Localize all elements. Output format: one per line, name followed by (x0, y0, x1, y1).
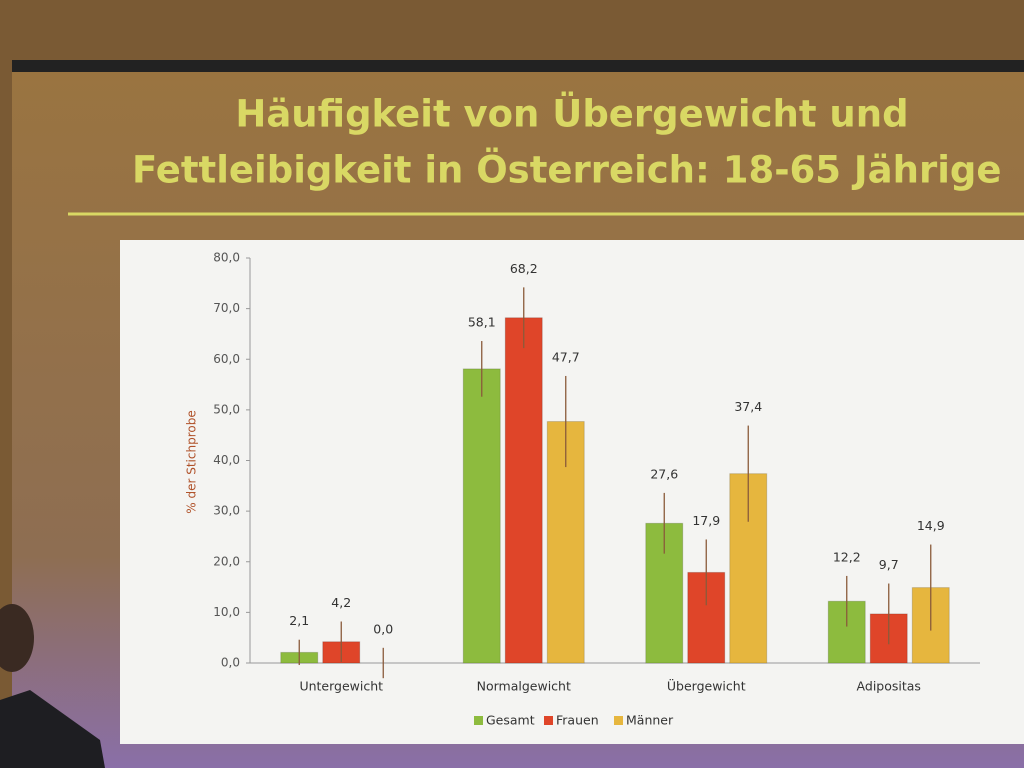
legend-label: Frauen (556, 713, 599, 728)
y-tick-label: 50,0 (213, 402, 240, 416)
y-tick-label: 20,0 (213, 554, 240, 568)
value-label: 12,2 (833, 549, 861, 564)
y-axis-label: % der Stichprobe (185, 410, 199, 513)
y-tick-label: 40,0 (213, 453, 240, 467)
value-label: 47,7 (552, 349, 580, 364)
title-line: Fettleibigkeit in Österreich: 18-65 Jähr… (132, 148, 1002, 192)
x-tick-label: Normalgewicht (477, 679, 571, 694)
bar (504, 317, 543, 664)
value-label: 68,2 (510, 261, 538, 276)
bar (462, 368, 501, 664)
legend-label: Männer (626, 713, 674, 728)
value-label: 2,1 (289, 613, 309, 628)
value-label: 4,2 (331, 595, 351, 610)
value-label: 9,7 (879, 557, 899, 572)
value-label: 0,0 (373, 621, 393, 636)
value-label: 37,4 (734, 399, 762, 414)
value-label: 27,6 (650, 466, 678, 481)
x-tick-label: Adipositas (857, 679, 921, 694)
y-tick-label: 10,0 (213, 605, 240, 619)
value-label: 14,9 (917, 518, 945, 533)
screen-bar (12, 60, 1024, 72)
y-tick-label: 80,0 (213, 251, 240, 265)
person (0, 604, 105, 768)
title-line: Häufigkeit von Übergewicht und (235, 92, 908, 136)
y-tick-label: 30,0 (213, 504, 240, 518)
x-tick-label: Übergewicht (667, 678, 746, 694)
value-label: 58,1 (468, 315, 496, 330)
value-label: 17,9 (692, 513, 720, 528)
legend-swatch (614, 716, 623, 725)
legend-swatch (474, 716, 483, 725)
y-tick-label: 70,0 (213, 301, 240, 315)
legend-swatch (544, 716, 553, 725)
x-tick-label: Untergewicht (299, 679, 383, 694)
y-tick-label: 0,0 (221, 656, 240, 670)
y-tick-label: 60,0 (213, 352, 240, 366)
legend-label: Gesamt (486, 713, 535, 728)
